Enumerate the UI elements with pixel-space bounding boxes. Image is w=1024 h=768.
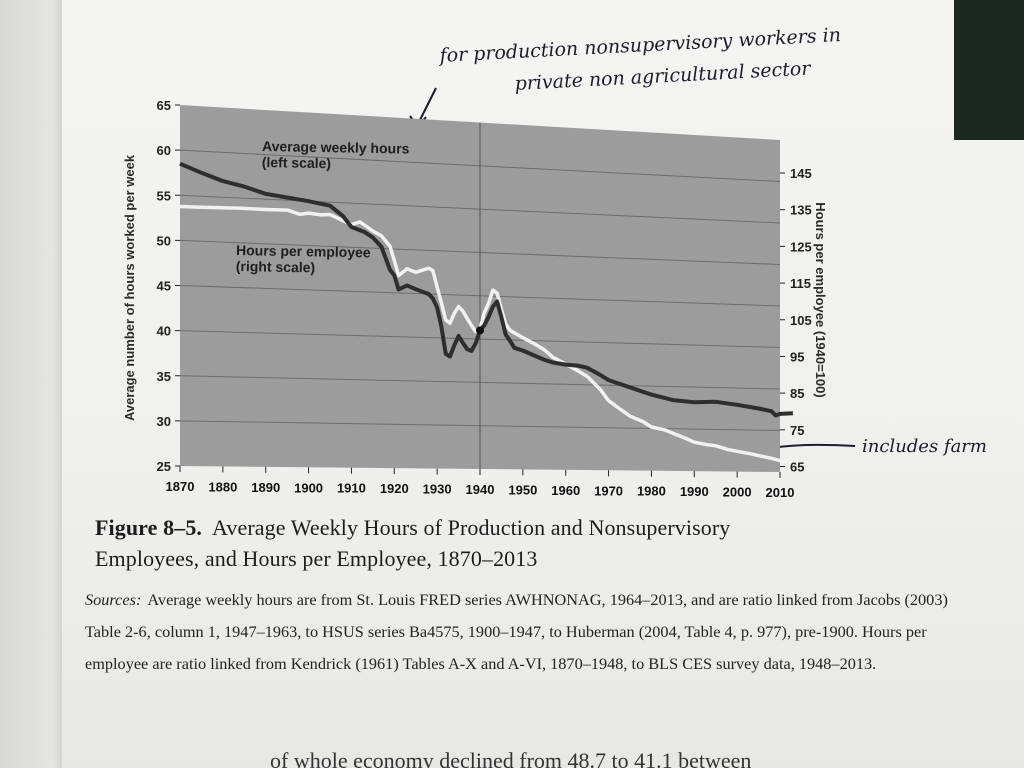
right-tick-label-95: 95 (790, 349, 804, 364)
x-tick-label-2010: 2010 (766, 485, 795, 500)
left-tick-label-30: 30 (157, 414, 171, 429)
figure-label: Figure 8–5. (95, 515, 203, 540)
series-labels: Average weekly hours(left scale) Hours pe… (236, 138, 410, 275)
handwritten-note-right: includes farm (862, 436, 987, 457)
figure-sources: Sources: Average weekly hours are from St… (85, 584, 965, 680)
x-tick-label-2000: 2000 (723, 485, 752, 500)
right-tick-label-105: 105 (790, 313, 812, 328)
series-label-1-line-1: (right scale) (236, 258, 316, 275)
right-tick-label-75: 75 (790, 423, 804, 438)
x-tick-label-1950: 1950 (508, 482, 537, 497)
right-axis: 65 75 85 95 105 115 125 135 145 (780, 166, 812, 475)
x-tick-label-1940: 1940 (466, 482, 495, 497)
x-tick-label-1970: 1970 (594, 483, 623, 498)
right-tick-label-125: 125 (790, 239, 812, 254)
left-tick-label-60: 60 (157, 143, 171, 158)
x-tick-label-1920: 1920 (380, 481, 409, 496)
series-label-0-line-1: (left scale) (262, 154, 332, 171)
left-tick-label-25: 25 (157, 459, 171, 474)
sources-text: Average weekly hours are from St. Louis … (85, 590, 948, 673)
right-axis-label: Hours per employee (1940=100) (813, 202, 828, 397)
left-tick-label-55: 55 (157, 188, 171, 203)
x-tick-label-1890: 1890 (251, 480, 280, 495)
x-tick-label-1870: 1870 (166, 479, 195, 494)
series-layer (179, 161, 794, 464)
figure-title-line2: Employees, and Hours per Employee, 1870–… (95, 546, 538, 571)
left-tick-label-35: 35 (157, 369, 171, 384)
x-tick-label-1980: 1980 (637, 484, 666, 499)
handwritten-note-top-line2: private non agricultural sector (514, 57, 813, 95)
x-axis: 1870 1880 1890 1900 1910 1920 1930 1940 1950 1960… (166, 466, 795, 500)
right-tick-label-85: 85 (790, 386, 804, 401)
series-line-average-weekly-hours (179, 161, 793, 418)
left-tick-label-40: 40 (157, 324, 171, 339)
marker-1940-dot (476, 326, 484, 335)
series-label-1-line-0: Hours per employee (236, 242, 371, 260)
series-label-0-line-0: Average weekly hours (262, 138, 410, 157)
left-tick-label-45: 45 (157, 279, 171, 294)
sources-label: Sources: (85, 590, 142, 609)
right-tick-label-65: 65 (790, 460, 804, 475)
x-tick-label-1910: 1910 (337, 481, 366, 496)
x-tick-label-1880: 1880 (208, 479, 237, 494)
right-tick-label-145: 145 (790, 166, 812, 181)
left-axis-label: Average number of hours worked per week (122, 154, 137, 421)
figure-title: Figure 8–5. Average Weekly Hours of Produ… (95, 512, 955, 574)
body-text-fragment: of whole economy declined from 48.7 to 4… (270, 748, 752, 768)
x-tick-label-1990: 1990 (680, 484, 709, 499)
x-tick-label-1900: 1900 (294, 480, 323, 495)
background-table (954, 0, 1024, 140)
figure-caption: Figure 8–5. Average Weekly Hours of Produ… (95, 512, 955, 574)
right-tick-label-115: 115 (790, 276, 811, 291)
x-tick-label-1960: 1960 (551, 483, 580, 498)
left-tick-label-50: 50 (157, 233, 171, 248)
right-tick-label-135: 135 (790, 203, 812, 218)
figure-title-line1: Average Weekly Hours of Production and N… (212, 515, 731, 540)
x-tick-label-1930: 1930 (423, 482, 452, 497)
left-tick-label-65: 65 (157, 98, 171, 113)
left-axis: 25 30 35 40 45 50 55 60 65 (157, 98, 180, 474)
